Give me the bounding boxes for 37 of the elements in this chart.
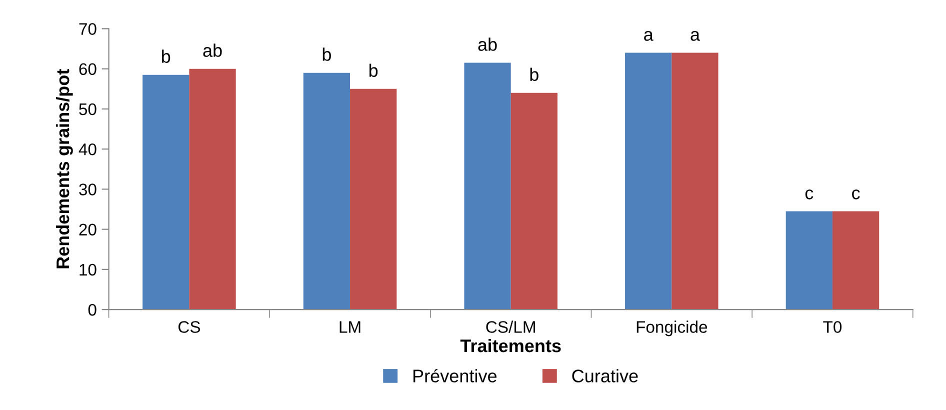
bar <box>510 92 558 310</box>
y-tick-label: 30 <box>79 184 96 196</box>
y-tick-label: 70 <box>79 23 96 35</box>
bar <box>625 52 672 310</box>
bar <box>464 62 511 310</box>
data-label: c <box>852 189 860 200</box>
bar <box>786 211 832 310</box>
x-tick-label: LM <box>340 321 360 333</box>
y-tick-label: 10 <box>80 264 96 276</box>
y-tick-label: 60 <box>79 63 96 76</box>
data-label: ab <box>478 38 497 51</box>
x-tick-label: Fongicide <box>636 320 708 336</box>
bar <box>350 88 397 310</box>
bar <box>189 68 236 310</box>
legend-label: Curative <box>572 369 638 382</box>
data-label: b <box>369 64 378 77</box>
y-tick-label: 20 <box>79 224 96 236</box>
data-label: a <box>644 30 654 41</box>
bar <box>672 52 718 310</box>
x-tick-label: CS/LM <box>486 320 535 333</box>
y-tick-label: 40 <box>78 143 96 156</box>
bar <box>303 72 350 310</box>
x-tick-label: T0 <box>823 321 842 333</box>
data-label: b <box>162 50 170 63</box>
bar <box>142 74 190 310</box>
data-label: ab <box>203 44 222 57</box>
data-label: c <box>805 189 814 200</box>
legend-label: Préventive <box>413 368 497 382</box>
data-label: b <box>322 48 331 61</box>
y-tick-label: 50 <box>79 103 96 116</box>
data-label: b <box>530 68 538 81</box>
bar <box>832 211 880 310</box>
data-label: a <box>690 30 700 41</box>
x-axis-title: Traitements <box>460 338 561 352</box>
y-axis-title: Rendements grains/pot <box>56 69 73 268</box>
x-tick-label: CS <box>178 321 200 333</box>
y-tick-label: 0 <box>88 304 96 316</box>
